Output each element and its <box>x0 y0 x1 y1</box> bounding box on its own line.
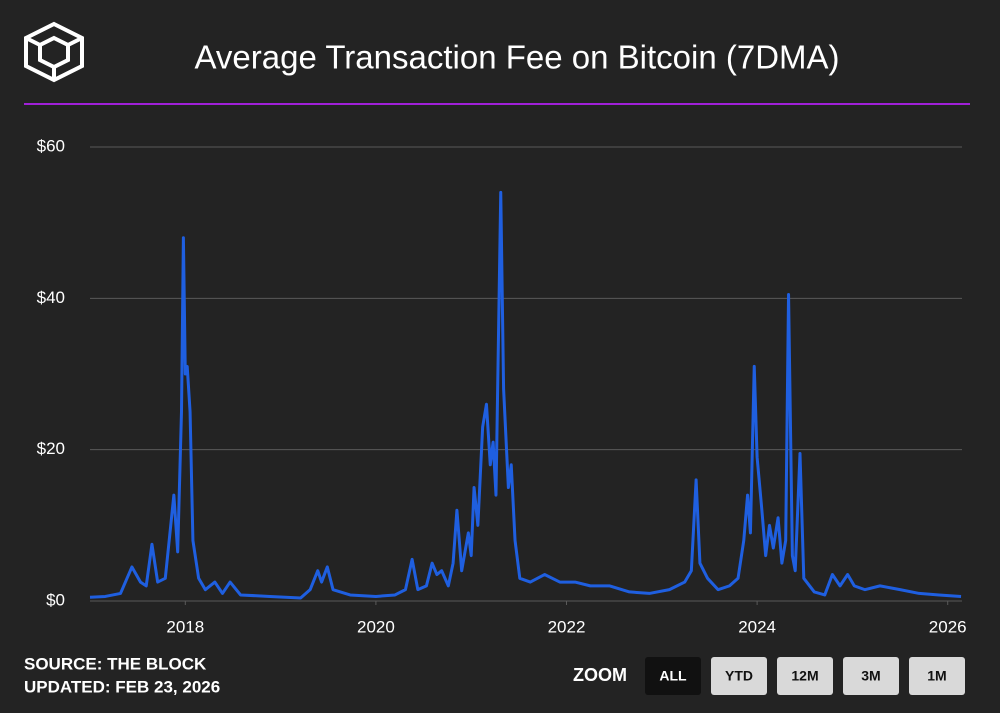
x-tick-label: 2024 <box>738 617 776 636</box>
zoom-button[interactable]: 12M <box>777 657 833 695</box>
x-tick-label: 2018 <box>166 617 204 636</box>
zoom-label: ZOOM <box>573 665 627 685</box>
x-tick-label: 2022 <box>548 617 586 636</box>
y-tick-label: $40 <box>37 288 65 307</box>
y-tick-label: $20 <box>37 439 65 458</box>
logo <box>24 21 84 83</box>
zoom-button-label: 12M <box>791 668 818 684</box>
x-tick-label: 2020 <box>357 617 395 636</box>
zoom-button-bg <box>843 657 899 695</box>
zoom-button-label: YTD <box>725 668 753 684</box>
zoom-button[interactable]: 3M <box>843 657 899 695</box>
y-tick-label: $60 <box>37 136 65 155</box>
zoom-button-label: ALL <box>659 668 687 684</box>
zoom-button-label: 1M <box>927 668 946 684</box>
zoom-button[interactable]: YTD <box>711 657 767 695</box>
zoom-button[interactable]: 1M <box>909 657 965 695</box>
zoom-button[interactable]: ALL <box>645 657 701 695</box>
zoom-buttons: ALL YTD 12M 3M 1M <box>645 657 965 695</box>
y-tick-label: $0 <box>46 590 65 609</box>
zoom-button-bg <box>777 657 833 695</box>
zoom-button-bg <box>645 657 701 695</box>
zoom-button-bg <box>909 657 965 695</box>
plot: $0 $20 $40 $60 2018 2020 2022 2024 2026 <box>37 136 967 636</box>
data-line <box>89 190 962 600</box>
zoom-button-bg <box>711 657 767 695</box>
source: SOURCE: THE BLOCK <box>24 654 207 673</box>
updated: UPDATED: FEB 23, 2026 <box>24 677 220 696</box>
x-tick-label: 2026 <box>929 617 967 636</box>
zoom-button-label: 3M <box>861 668 880 684</box>
chart-title: Average Transaction Fee on Bitcoin (7DMA… <box>194 39 839 76</box>
